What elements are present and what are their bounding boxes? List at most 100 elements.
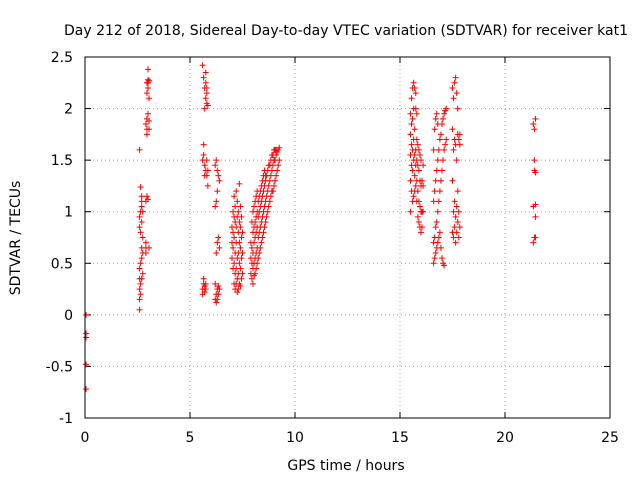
data-point: [143, 90, 150, 97]
data-point: [200, 151, 207, 158]
data-point: [532, 201, 539, 208]
x-tick-label: 25: [601, 430, 619, 446]
data-point: [416, 151, 423, 158]
data-point: [213, 249, 220, 256]
data-point: [418, 229, 424, 236]
data-point: [146, 95, 153, 102]
data-point: [451, 198, 458, 205]
data-point: [433, 110, 440, 117]
data-point: [238, 234, 245, 241]
data-point: [265, 182, 272, 189]
data-point: [441, 262, 448, 269]
data-point: [215, 282, 222, 289]
data-point: [230, 229, 237, 236]
data-point: [269, 162, 276, 169]
data-point: [83, 361, 90, 368]
data-point: [238, 275, 245, 282]
data-point: [230, 244, 237, 251]
data-point: [266, 177, 273, 184]
data-point: [449, 84, 456, 91]
data-point: [202, 69, 209, 76]
axis-ticks: [84, 56, 611, 419]
data-point: [420, 208, 427, 215]
data-point: [145, 196, 151, 203]
data-point: [443, 136, 450, 143]
data-point: [146, 77, 153, 84]
data-point: [216, 286, 223, 293]
data-point: [257, 244, 264, 251]
data-point: [136, 296, 143, 303]
data-point: [237, 224, 244, 231]
data-point: [273, 172, 280, 179]
data-point: [274, 167, 281, 174]
x-tick-label: 0: [81, 430, 90, 446]
data-point: [139, 234, 146, 241]
data-point: [413, 136, 420, 143]
data-point: [256, 249, 263, 256]
data-point: [454, 188, 461, 195]
data-point: [441, 110, 448, 117]
data-point: [410, 193, 417, 200]
plot-frame: [84, 56, 611, 419]
data-point: [83, 334, 90, 341]
data-point: [145, 66, 151, 73]
data-point: [138, 193, 145, 200]
data-point: [216, 177, 223, 184]
y-tick-label: 0.5: [51, 256, 73, 272]
data-point: [412, 90, 419, 97]
data-point: [136, 265, 143, 272]
data-point: [276, 144, 283, 151]
data-point: [137, 229, 144, 236]
data-point: [142, 249, 149, 256]
data-point: [414, 141, 421, 148]
data-point: [276, 157, 283, 164]
data-point: [269, 188, 276, 195]
data-point: [453, 90, 460, 97]
data-point: [454, 219, 461, 226]
data-point: [530, 239, 537, 246]
data-point: [252, 219, 259, 226]
data-point: [437, 131, 444, 138]
y-axis-label: SDTVAR / TECUs: [8, 181, 24, 296]
data-point: [201, 105, 208, 112]
data-point: [434, 239, 441, 246]
data-point: [266, 198, 273, 205]
data-point: [439, 167, 445, 174]
data-point: [532, 234, 539, 241]
data-point: [437, 244, 444, 251]
y-tick-label: 2.5: [51, 50, 73, 66]
data-point: [203, 84, 210, 91]
data-point: [231, 260, 238, 267]
data-point: [436, 188, 443, 195]
data-point: [202, 79, 209, 86]
data-point: [239, 229, 246, 236]
data-point: [254, 260, 261, 267]
data-point: [146, 244, 153, 251]
data-point: [411, 172, 418, 179]
data-point: [236, 260, 243, 267]
data-point: [414, 213, 421, 220]
data-point: [455, 136, 462, 143]
data-point: [138, 219, 145, 226]
data-point: [214, 167, 221, 174]
data-point: [440, 157, 447, 164]
data-point: [413, 110, 420, 117]
x-tick-label: 10: [286, 430, 304, 446]
data-point: [449, 126, 456, 133]
data-point: [432, 177, 439, 184]
data-point: [415, 198, 422, 205]
y-tick-label: -0.5: [46, 359, 73, 375]
data-point: [531, 157, 538, 164]
data-point: [411, 84, 418, 91]
data-point: [415, 167, 422, 174]
data-point: [412, 105, 419, 112]
data-point: [430, 260, 437, 267]
data-point: [451, 79, 458, 86]
y-tick-label: 1.5: [51, 153, 73, 169]
data-point: [214, 188, 221, 195]
data-point: [232, 203, 239, 210]
data-point: [453, 229, 460, 236]
data-point: [215, 172, 222, 179]
y-tick-label: 2: [64, 102, 73, 118]
